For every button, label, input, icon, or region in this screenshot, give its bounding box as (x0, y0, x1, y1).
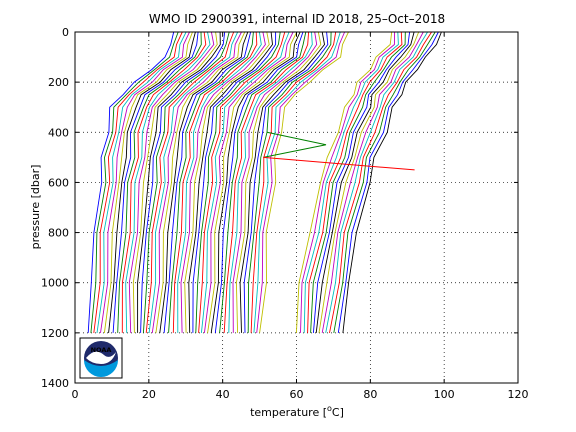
group-a-profile-line (259, 31, 349, 333)
group-a-profile-line (117, 31, 202, 333)
x-tick-label: 80 (363, 388, 377, 401)
group-a-profile-line (210, 31, 301, 333)
group-b-profile-line (329, 31, 432, 333)
x-tick-label: 60 (290, 388, 304, 401)
y-axis-ticks: 0 200 400 600 800 1000 1200 1400 (41, 26, 518, 390)
group-a-profile-line (168, 31, 254, 333)
group-a-profile-line (203, 31, 294, 333)
group-a-profile-line (108, 31, 196, 333)
group-a-profile-line (239, 31, 325, 333)
group-b-profile-line (318, 31, 420, 333)
y-tick-label: 600 (48, 176, 69, 189)
group-a-profile-line (148, 31, 239, 333)
x-tick-label: 40 (216, 388, 230, 401)
x-axis-label-part-2: C] (332, 406, 344, 419)
group-a-profile-line (250, 31, 337, 333)
y-tick-label: 0 (62, 26, 69, 39)
x-axis-label-degree: o (327, 404, 332, 413)
group-a-profile-line (132, 31, 218, 333)
y-axis-label: pressure [dbar] (29, 165, 42, 250)
group-a-profile-line (235, 31, 322, 333)
group-a-profile-line (145, 31, 235, 333)
group-b-profile-line (325, 31, 428, 333)
group-a-profile-line (243, 31, 329, 333)
y-tick-label: 800 (48, 227, 69, 240)
group-a-profile-line (232, 31, 318, 333)
noaa-logo-text: NOAA (91, 346, 112, 354)
group-a-profile-line (87, 31, 175, 333)
noaa-logo-bird (86, 351, 116, 364)
group-a-profile-line (103, 31, 193, 333)
group-a-profile-line (137, 31, 221, 333)
y-tick-label: 1400 (41, 377, 69, 390)
group-b-profile-line (307, 31, 403, 333)
group-a-profile-line (125, 31, 211, 333)
group-b-profile-line (342, 31, 442, 333)
y-tick-label: 400 (48, 126, 69, 139)
group-a-profile-line (219, 31, 307, 333)
group-a-profile-line (96, 31, 187, 333)
x-tick-label: 20 (142, 388, 156, 401)
group-a-profile-line (184, 31, 270, 333)
group-a-profile-line (253, 31, 341, 333)
group-a-profile-line (207, 31, 298, 333)
highlight-series (263, 131, 415, 171)
group-a-profile-line (90, 31, 179, 333)
y-tick-label: 200 (48, 76, 69, 89)
group-a-profile-line (159, 31, 249, 333)
group-a-profile-line (163, 31, 252, 333)
x-axis-label: temperature [oC] (250, 404, 344, 419)
group-b-profile-line (303, 31, 399, 333)
group-a-profile-line (256, 31, 346, 333)
group-a-profile-line (177, 31, 262, 333)
y-tick-label: 1000 (41, 277, 69, 290)
y-tick-label: 1200 (41, 327, 69, 340)
group-a-profile-line (223, 31, 310, 333)
profile-lines (87, 31, 442, 333)
group-a-profile-line (142, 31, 230, 333)
group-a-profile-line (228, 31, 313, 333)
group-b-profile-line (333, 31, 436, 333)
x-tick-label: 120 (508, 388, 529, 401)
group-a-profile-line (172, 31, 258, 333)
group-b-profile-line (310, 31, 406, 333)
group-b-profile-line (295, 31, 393, 333)
x-tick-label: 0 (72, 388, 79, 401)
highlight-series-line (263, 156, 415, 171)
group-a-profile-line (100, 31, 190, 333)
group-a-profile-line (200, 31, 290, 333)
group-b-profile-line (337, 31, 439, 333)
group-a-profile-line (188, 31, 273, 333)
group-a-profile-line (121, 31, 207, 333)
highlight-series-line (263, 131, 327, 158)
group-a-profile-line (247, 31, 332, 333)
chart-title: WMO ID 2900391, internal ID 2018, 25–Oct… (149, 12, 445, 26)
group-a-profile-line (140, 31, 226, 333)
group-a-profile-line (155, 31, 246, 333)
group-b-profile-line (300, 31, 396, 333)
noaa-logo-lower-half (84, 360, 118, 377)
group-b-profile-line (315, 31, 415, 333)
x-axis-ticks: 0 20 40 60 80 100 120 (72, 32, 529, 401)
group-a-profile-line (198, 31, 286, 333)
group-a-profile-line (214, 31, 304, 333)
group-a-profile-line (128, 31, 215, 333)
group-b-profile-line (321, 31, 424, 333)
group-a-profile-line (195, 31, 281, 333)
group-a-profile-line (112, 31, 199, 333)
group-a-profile-line (192, 32, 277, 333)
x-tick-label: 100 (434, 388, 455, 401)
x-axis-label-part-1: temperature [ (250, 406, 327, 419)
group-b-profile-line (312, 31, 411, 333)
group-a-profile-line (93, 31, 183, 333)
group-a-profile-line (151, 31, 242, 333)
group-a-profile-line (180, 31, 266, 333)
noaa-logo: NOAA (79, 337, 123, 379)
